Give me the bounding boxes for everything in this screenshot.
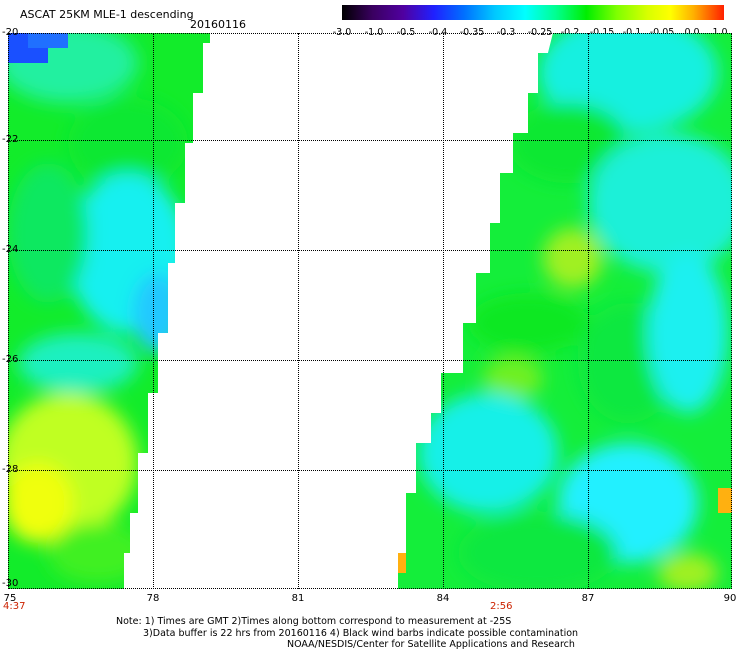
- grid-line-lat-24: [8, 250, 732, 251]
- colorbar-tick: -0.5: [396, 27, 416, 38]
- colorbar-tick: 0.0: [684, 27, 700, 38]
- colorbar-tick: -3.0: [332, 27, 352, 38]
- colorbar: [342, 5, 724, 20]
- lat-label: -30: [2, 578, 19, 589]
- colorbar-tick: -1.0: [364, 27, 384, 38]
- lon-label: 90: [723, 593, 737, 604]
- map-plot: [8, 33, 732, 589]
- map-date: 20160116: [190, 18, 246, 31]
- note-line-3: NOAA/NESDIS/Center for Satellite Applica…: [287, 639, 575, 650]
- lat-label: -20: [2, 27, 19, 38]
- colorbar-tick: -0.25: [527, 27, 553, 38]
- colorbar-tick: 1.0: [712, 27, 728, 38]
- lat-label: -26: [2, 354, 19, 365]
- lat-label: -22: [2, 134, 19, 145]
- grid-line-lat-26: [8, 360, 732, 361]
- satellite-swaths: [8, 33, 732, 589]
- right-swath: [398, 33, 732, 589]
- grid-line-lon-78: [153, 33, 154, 589]
- lat-label: -28: [2, 464, 19, 475]
- lon-label: 81: [291, 593, 305, 604]
- colorbar-tick: -0.15: [589, 27, 615, 38]
- time-label-right: 2:56: [490, 601, 513, 612]
- grid-line-lat-22: [8, 140, 732, 141]
- grid-line-lon-81: [298, 33, 299, 589]
- colorbar-tick: -0.05: [649, 27, 675, 38]
- time-label-left: 4:37: [3, 601, 26, 612]
- colorbar-tick: -0.4: [428, 27, 448, 38]
- lon-label: 84: [436, 593, 450, 604]
- plot-frame: [8, 33, 732, 589]
- lon-label: 87: [581, 593, 595, 604]
- lat-label: -24: [2, 244, 19, 255]
- lon-label: 78: [146, 593, 160, 604]
- note-line-2: 3)Data buffer is 22 hrs from 20160116 4)…: [143, 628, 579, 639]
- colorbar-tick: -0.2: [560, 27, 580, 38]
- colorbar-ticks: -3.0 -1.0 -0.5 -0.4 -0.35 -0.3 -0.25 -0.…: [330, 27, 730, 39]
- grid-line-lon-84: [443, 33, 444, 589]
- colorbar-tick: -0.1: [622, 27, 642, 38]
- grid-line-lat-28: [8, 470, 732, 471]
- lon-label: 75: [3, 593, 17, 604]
- grid-line-lon-87: [588, 33, 589, 589]
- colorbar-tick: -0.35: [459, 27, 485, 38]
- colorbar-tick: -0.3: [496, 27, 516, 38]
- map-title: ASCAT 25KM MLE-1 descending: [20, 8, 194, 21]
- note-line-1: Note: 1) Times are GMT 2)Times along bot…: [116, 616, 512, 627]
